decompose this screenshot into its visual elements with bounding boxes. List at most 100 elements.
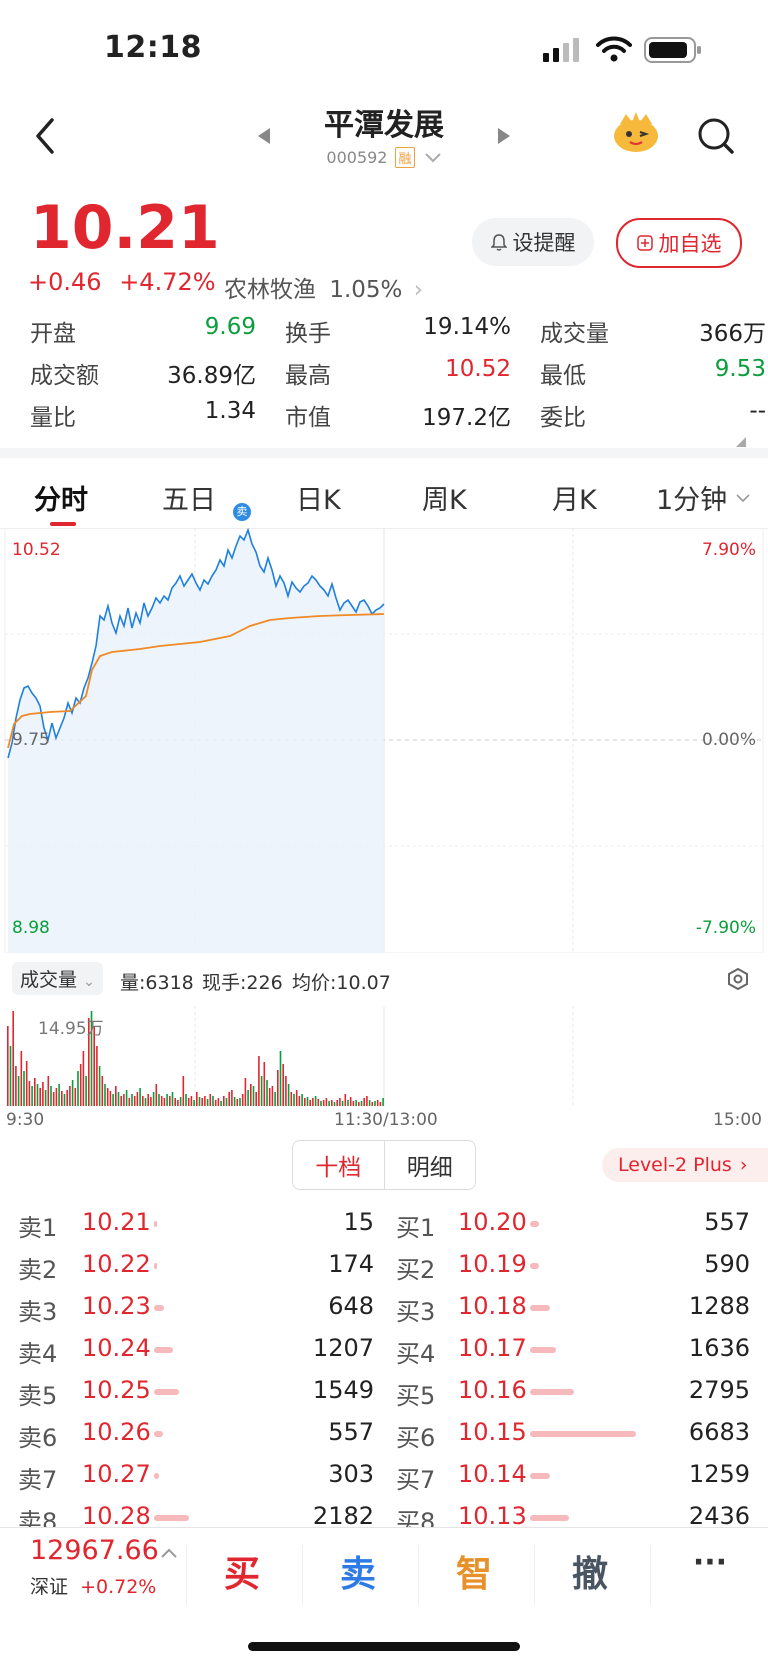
stat-value: 366万 <box>699 321 766 347</box>
volume-bar <box>169 1096 171 1106</box>
chevron-up-icon[interactable] <box>160 1544 178 1563</box>
bids-price[interactable]: 10.16 <box>458 1376 527 1404</box>
asks-volume: 303 <box>328 1460 374 1488</box>
cancel-order-button[interactable]: 撤 <box>571 1554 608 1595</box>
volume-bar <box>36 1084 39 1106</box>
bids-price[interactable]: 10.15 <box>458 1418 527 1446</box>
bids-price[interactable]: 10.19 <box>458 1250 527 1278</box>
asks-volume: 1207 <box>312 1334 374 1362</box>
next-stock-icon[interactable] <box>496 126 512 150</box>
volume-bar <box>198 1097 201 1106</box>
time-axis-end: 15:00 <box>713 1110 762 1130</box>
asks-price[interactable]: 10.24 <box>82 1334 151 1362</box>
stock-code-row[interactable]: 000592 融 <box>0 147 768 168</box>
more-button[interactable]: ··· <box>692 1545 728 1580</box>
volume-bar <box>101 1076 104 1106</box>
settings-icon[interactable] <box>726 967 750 995</box>
bids-volume: 2795 <box>688 1376 750 1404</box>
tab-detail[interactable]: 明细 <box>406 1155 453 1181</box>
chevron-down-icon[interactable] <box>736 488 750 507</box>
stat-label: 换手 <box>285 321 331 347</box>
volume-selector[interactable]: 成交量 ⌄ <box>12 962 103 995</box>
asks-price[interactable]: 10.23 <box>82 1292 151 1320</box>
volume-chart[interactable] <box>0 1006 768 1106</box>
bids-price[interactable]: 10.20 <box>458 1208 527 1236</box>
volume-bar <box>223 1096 225 1106</box>
stat-label: 最低 <box>540 363 586 389</box>
bids-price[interactable]: 10.17 <box>458 1334 527 1362</box>
bids-price[interactable]: 10.13 <box>458 1502 527 1530</box>
bar-divider <box>302 1545 303 1605</box>
volume-bar <box>247 1090 249 1106</box>
volume-bar <box>260 1076 263 1106</box>
pct-axis-low: -7.90% <box>695 918 756 938</box>
chevron-down-icon: ⌄ <box>83 974 95 990</box>
asks-price[interactable]: 10.26 <box>82 1418 151 1446</box>
volume-bar <box>98 1066 101 1106</box>
volume-bar <box>279 1051 282 1106</box>
bids-volume-bar <box>530 1305 550 1311</box>
expand-corner-icon[interactable] <box>736 432 746 451</box>
bids-price[interactable]: 10.14 <box>458 1460 527 1488</box>
volume-bar <box>142 1096 144 1106</box>
search-icon[interactable] <box>696 116 736 160</box>
volume-bar <box>158 1094 160 1106</box>
volume-bar <box>171 1092 174 1106</box>
volume-bar <box>63 1094 66 1106</box>
home-indicator <box>248 1642 520 1651</box>
intraday-chart[interactable] <box>0 528 768 953</box>
stat-label: 成交额 <box>30 363 99 389</box>
sector-link[interactable]: 农林牧渔 1.05% › <box>224 270 423 304</box>
volume-bar <box>366 1096 368 1106</box>
tab-2[interactable]: 日K <box>296 485 341 516</box>
mascot-icon[interactable] <box>612 110 660 158</box>
stat-value: 36.89亿 <box>167 363 256 389</box>
bids-price[interactable]: 10.18 <box>458 1292 527 1320</box>
asks-level-label: 卖1 <box>18 1214 58 1242</box>
asks-price[interactable]: 10.27 <box>82 1460 151 1488</box>
volume-bar <box>9 1046 12 1106</box>
back-icon[interactable] <box>32 116 58 160</box>
add-watchlist-button[interactable]: 加自选 <box>616 218 742 268</box>
asks-price[interactable]: 10.28 <box>82 1502 151 1530</box>
sell-button[interactable]: 卖 <box>339 1554 376 1595</box>
asks-price[interactable]: 10.21 <box>82 1208 151 1236</box>
tab-ten-levels[interactable]: 十档 <box>293 1141 385 1189</box>
volume-bar <box>152 1092 155 1106</box>
tab-0[interactable]: 分时 <box>34 485 88 516</box>
volume-bar <box>79 1064 82 1106</box>
bids-volume-bar <box>530 1347 556 1353</box>
tab-3[interactable]: 周K <box>422 485 467 516</box>
level2-button[interactable]: Level-2 Plus › <box>602 1148 768 1182</box>
stat-label: 量比 <box>30 405 76 431</box>
tab-4[interactable]: 月K <box>552 485 597 516</box>
avg-price-line <box>7 613 385 749</box>
volume-bar <box>255 1092 257 1106</box>
index-widget[interactable]: 12967.66 深证 +0.72% <box>30 1535 159 1599</box>
volume-bar <box>106 1088 109 1106</box>
asks-price[interactable]: 10.25 <box>82 1376 151 1404</box>
tab-1[interactable]: 五日 <box>162 485 216 516</box>
volume-bar <box>12 1011 14 1106</box>
volume-bar <box>293 1094 295 1106</box>
tab-5[interactable]: 1分钟 <box>656 485 728 516</box>
asks-price[interactable]: 10.22 <box>82 1250 151 1278</box>
volume-label: 成交量 <box>20 969 78 991</box>
stat-value: 9.53 <box>714 356 766 382</box>
asks-volume: 1549 <box>312 1376 374 1404</box>
volume-bar <box>349 1097 352 1106</box>
prev-stock-icon[interactable] <box>256 126 272 150</box>
volume-bar <box>7 1026 9 1106</box>
smart-trade-button[interactable]: 智 <box>455 1554 492 1595</box>
asks-volume-bar <box>154 1389 179 1395</box>
asks-volume-bar <box>154 1473 159 1479</box>
asks-volume-bar <box>154 1305 164 1311</box>
volume-bar <box>133 1096 136 1106</box>
bids-level-label: 买4 <box>396 1340 436 1368</box>
sell-marker[interactable]: 卖 <box>233 503 251 521</box>
volume-bar <box>352 1101 355 1106</box>
change-value: +0.46 <box>28 268 102 296</box>
set-reminder-button[interactable]: 设提醒 <box>472 218 594 266</box>
bids-level-label: 买2 <box>396 1256 436 1284</box>
buy-button[interactable]: 买 <box>223 1554 260 1595</box>
